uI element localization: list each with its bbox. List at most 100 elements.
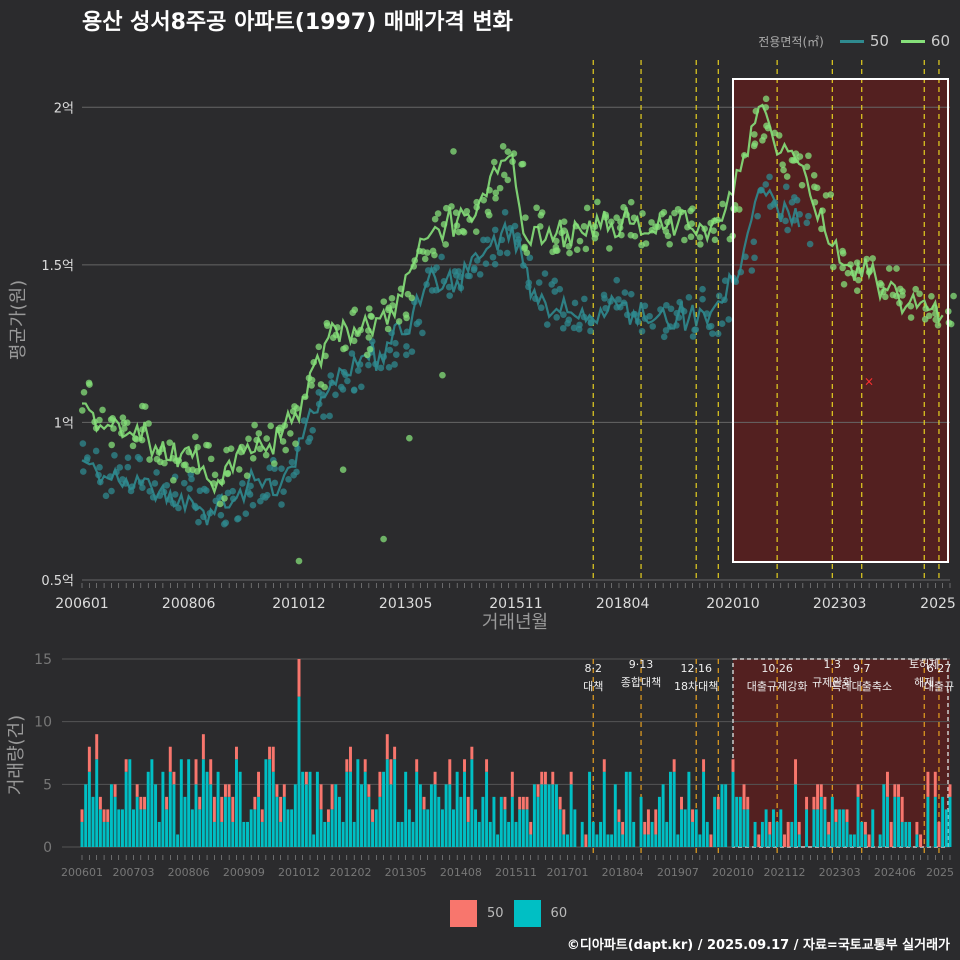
price-point-60 [829, 263, 837, 271]
price-point-60 [783, 173, 791, 180]
legend-item-50: 50 [869, 32, 889, 50]
volume-bar-50 [805, 796, 809, 810]
volume-bar-60 [878, 834, 882, 847]
price-point-50 [491, 226, 499, 234]
price-point-60 [156, 458, 164, 466]
price-point-50 [535, 279, 543, 286]
price-point-60 [108, 441, 115, 449]
price-point-60 [350, 337, 358, 345]
volume-bar-60 [407, 809, 411, 847]
price-point-60 [893, 265, 900, 272]
volume-bar-50 [124, 759, 128, 772]
price-point-60 [80, 388, 88, 396]
price-point-50 [392, 339, 399, 347]
volume-bar-60 [452, 809, 455, 847]
price-point-60 [263, 435, 270, 442]
volume-bar-60 [510, 796, 514, 847]
price-point-60 [192, 433, 199, 441]
volume-bar-60 [834, 821, 838, 847]
price-point-60 [521, 243, 528, 251]
price-point-50 [249, 501, 257, 509]
price-point-60 [533, 204, 540, 212]
price-point-50 [116, 464, 124, 471]
volume-bar-60 [852, 834, 856, 847]
legend-item-60: 60 [930, 32, 950, 50]
volume-bar-50 [268, 746, 272, 760]
price-point-60 [99, 406, 106, 414]
volume-bar-50 [433, 771, 437, 785]
price-x-tick-label: 2025 [920, 596, 956, 612]
price-point-60 [934, 321, 942, 329]
price-point-60 [384, 325, 392, 333]
volume-bar-60 [731, 771, 735, 847]
volume-bar-50 [385, 734, 389, 760]
volume-bar-60 [411, 821, 415, 847]
policy-label-sub: 해제 [914, 675, 934, 689]
price-point-60 [86, 381, 93, 388]
volume-bar-60 [702, 771, 706, 847]
area-legend: 전용면적(㎡) 50 60 [758, 32, 950, 50]
price-point-50 [638, 327, 646, 335]
volume-bar-60 [823, 809, 827, 847]
volume-bar-50 [757, 834, 761, 847]
volume-bar-60 [396, 821, 400, 847]
volume-x-tick-label: 201701 [546, 866, 588, 879]
volume-bar-60 [496, 834, 500, 847]
price-point-50 [476, 271, 484, 278]
volume-bar-60 [385, 759, 389, 847]
price-point-60 [460, 229, 468, 236]
price-point-50 [408, 348, 416, 355]
price-point-60 [421, 255, 429, 263]
price-point-50 [271, 479, 279, 487]
volume-bar-60 [547, 784, 551, 847]
volume-x-tick-label: 2025 [926, 866, 954, 879]
price-point-60 [227, 445, 235, 452]
policy-label: 토허제 [909, 658, 939, 671]
price-y-axis-title: 평균가(원) [8, 280, 29, 360]
volume-y-axis-title: 거래량(건) [6, 715, 27, 795]
price-point-60 [293, 405, 301, 412]
price-point-60 [796, 153, 804, 160]
volume-bar-50 [326, 809, 330, 822]
volume-bar-60 [775, 821, 779, 847]
volume-bar-60 [154, 784, 158, 847]
price-point-60 [566, 249, 573, 257]
volume-bar-50 [463, 759, 466, 772]
price-point-50 [621, 289, 629, 296]
volume-bar-60 [304, 784, 308, 847]
volume-bar-50 [816, 784, 820, 810]
price-y-tick-label: 2억 [54, 101, 74, 116]
price-point-50 [805, 212, 812, 220]
price-point-50 [806, 240, 814, 248]
highlight-area-price [733, 80, 950, 562]
volume-bar-60 [676, 834, 680, 847]
policy-label-sub: 규제완화 [812, 676, 852, 689]
policy-label: 12·16 [680, 662, 712, 675]
volume-bar-60 [308, 771, 312, 847]
price-point-50 [725, 316, 733, 323]
legend-swatch-60 [900, 39, 925, 43]
volume-bar-50 [691, 809, 695, 822]
volume-bar-60 [146, 771, 150, 847]
volume-bar-50 [106, 809, 110, 822]
volume-bar-60 [507, 821, 511, 847]
price-point-60 [480, 196, 487, 204]
price-point-50 [413, 320, 421, 328]
volume-bar-60 [124, 771, 128, 847]
price-point-50 [685, 294, 693, 301]
policy-label: 9·7 [853, 662, 871, 675]
price-point-60 [642, 240, 650, 247]
price-point-50 [392, 351, 400, 358]
volume-bar-60 [558, 809, 562, 847]
price-point-60 [696, 234, 704, 241]
volume-bar-50 [867, 834, 871, 847]
price-point-60 [688, 220, 696, 228]
price-point-50 [92, 447, 100, 455]
price-point-50 [515, 236, 522, 243]
policy-label: 8·2 [584, 662, 602, 675]
volume-bar-60 [941, 796, 945, 847]
volume-bar-50 [889, 821, 893, 847]
volume-bar-50 [783, 834, 786, 847]
